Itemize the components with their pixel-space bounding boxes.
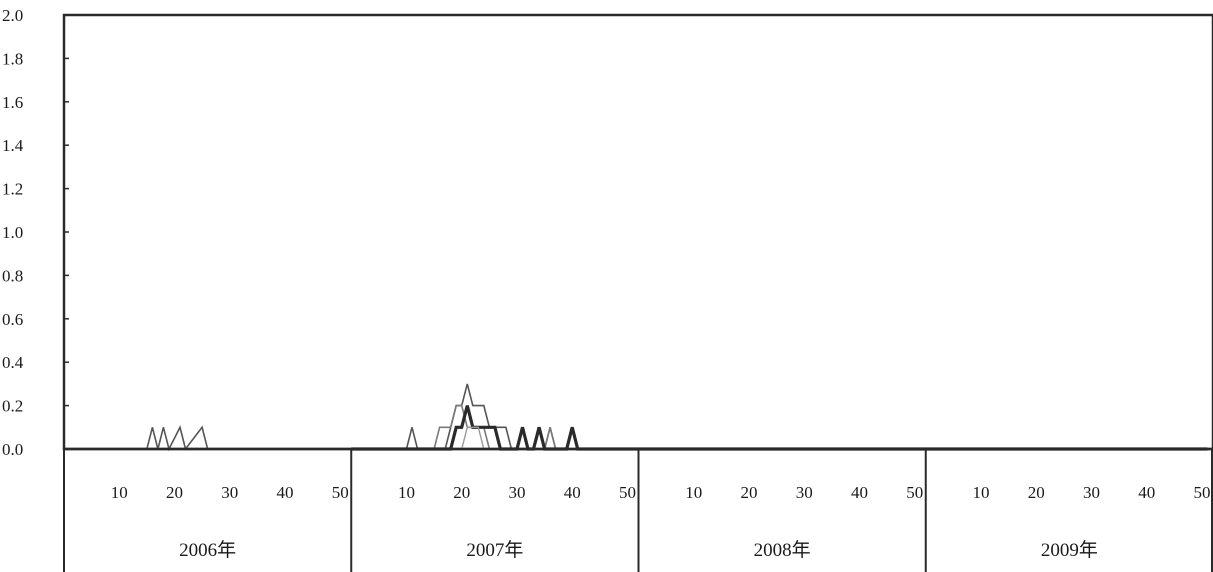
x-tick-label: 10 (398, 483, 415, 502)
x-tick-label: 50 (906, 483, 923, 502)
x-tick-label: 20 (1028, 483, 1045, 502)
y-tick-label: 0.2 (2, 397, 23, 416)
x-axis: 10 20 30 40 50 2006年 10 20 30 40 50 2007年 10 20 30 40 50… (63, 449, 1213, 572)
y-tick-label: 0.4 (2, 353, 24, 372)
x-tick-label: 40 (564, 483, 581, 502)
year-label: 2008年 (754, 539, 811, 561)
y-tick-label: 1.0 (2, 223, 23, 242)
x-tick-label: 40 (1138, 483, 1155, 502)
y-tick-label: 2.0 (2, 6, 23, 25)
x-tick-label: 50 (619, 483, 636, 502)
series-line (64, 383, 1208, 452)
x-tick-label: 30 (508, 483, 525, 502)
y-tick-label: 1.2 (2, 180, 23, 199)
x-tick-label: 10 (685, 483, 702, 502)
plot-area-border (62, 13, 1213, 451)
x-tick-label: 20 (453, 483, 470, 502)
y-tick-label: 0.0 (2, 440, 23, 459)
x-tick-label: 20 (740, 483, 757, 502)
x-tick-label: 40 (276, 483, 293, 502)
y-tick-label: 1.8 (2, 49, 23, 68)
year-label: 2007年 (466, 539, 523, 561)
series-group (64, 383, 1213, 452)
series-line (351, 404, 1208, 450)
x-tick-label: 30 (221, 483, 238, 502)
x-tick-label: 10 (111, 483, 128, 502)
x-tick-label: 10 (972, 483, 989, 502)
year-label: 2006年 (179, 539, 236, 561)
y-tick-label: 1.6 (2, 93, 23, 112)
x-tick-label: 50 (1193, 483, 1210, 502)
y-tick-label: 0.8 (2, 266, 23, 285)
y-axis: 0.0 0.2 0.4 0.6 0.8 1.0 1.2 1.4 1.6 1.8 2.0 (2, 6, 69, 459)
y-tick-label: 0.6 (2, 310, 23, 329)
x-tick-label: 30 (1083, 483, 1100, 502)
series-line (351, 405, 1208, 451)
y-tick-label: 1.4 (2, 136, 24, 155)
x-tick-label: 20 (166, 483, 183, 502)
x-tick-label: 40 (851, 483, 868, 502)
year-label: 2009年 (1041, 539, 1098, 561)
x-tick-label: 50 (332, 483, 349, 502)
x-tick-label: 30 (796, 483, 813, 502)
series-line (351, 426, 1208, 450)
